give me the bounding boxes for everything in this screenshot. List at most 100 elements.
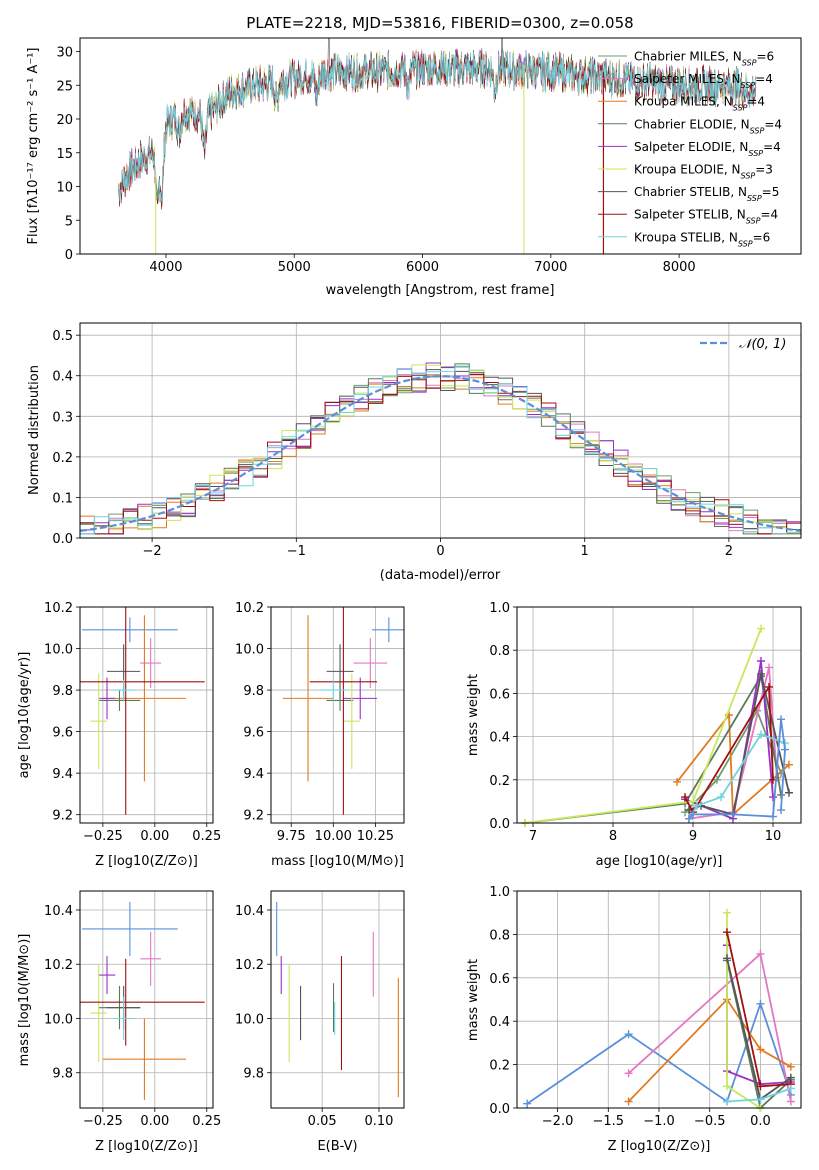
spectrum-ytick-label: 20: [56, 113, 73, 128]
mass-vs-age-ytick-label: 9.6: [243, 726, 264, 741]
ebv-vs-mass-ytick-label: 10.2: [235, 958, 264, 973]
spectrum-xlabel: wavelength [Angstrom, rest frame]: [326, 283, 555, 298]
residual-hist-xtick-label: 2: [725, 544, 733, 559]
z-vs-age-xtick-label: 0.25: [192, 829, 221, 844]
age-weights-point-marker: [769, 812, 777, 821]
spectrum-legend-label: Salpeter MILES, NSSP=4: [634, 72, 773, 90]
mass-vs-age-xlabel: mass [log10(M/M⊙)]: [271, 854, 404, 869]
normal-curve-line: [80, 375, 801, 532]
z-weights-point-marker: [756, 1045, 765, 1054]
mass-vs-age-xtick-label: 9.75: [277, 829, 306, 844]
spectrum-legend-label: Kroupa ELODIE, NSSP=3: [634, 163, 773, 181]
z-vs-age-ytick-label: 10.2: [44, 601, 73, 616]
z-weights-point-marker: [786, 1084, 795, 1093]
spectrum-frame: [79, 37, 802, 255]
z-weights-point-marker: [756, 1082, 765, 1091]
age-weights-point-marker: [785, 788, 793, 797]
residual-hist-step: [80, 366, 801, 535]
z-vs-mass-xtick-label: 0.00: [140, 1114, 169, 1129]
age-weights-point-marker: [757, 624, 765, 633]
residual-hist-xtick-label: 0: [436, 544, 444, 559]
ebv-vs-mass-ytick-label: 9.8: [243, 1067, 264, 1082]
z-weights-series-line: [726, 960, 792, 1108]
z-weights-point-marker: [756, 949, 765, 958]
z-vs-mass-xtick-label: 0.25: [192, 1114, 221, 1129]
z-vs-age-ytick-label: 9.6: [52, 726, 73, 741]
age-weights-point-marker: [673, 777, 681, 786]
age-weights-ytick-label: 0.4: [489, 731, 510, 746]
age-weights-point-marker: [757, 730, 765, 739]
residual-hist-ytick-label: 0.2: [52, 451, 73, 466]
residual-hist-ytick-label: 0.5: [52, 329, 73, 344]
z-weights-point-marker: [756, 1095, 765, 1104]
z-vs-mass-ytick-label: 9.8: [52, 1067, 73, 1082]
mass-vs-age-ytick-label: 10.2: [235, 601, 264, 616]
age-weights-point-marker: [765, 682, 773, 691]
mass-vs-age-xtick-label: 10.00: [315, 829, 352, 844]
z-weights-point-marker: [786, 1062, 795, 1071]
spectrum-ytick-label: 30: [56, 46, 73, 61]
z-vs-mass-ytick-label: 10.2: [44, 958, 73, 973]
age-weights-point-marker: [681, 793, 689, 802]
z-vs-age-ytick-label: 9.8: [52, 684, 73, 699]
z-weights-ytick-label: 0.8: [489, 928, 510, 943]
spectrum-legend-label: Salpeter STELIB, NSSP=4: [634, 208, 778, 226]
age-weights-point-marker: [769, 793, 777, 802]
spectrum-xtick-label: 4000: [149, 260, 182, 275]
age-weights-ytick-label: 0.0: [489, 817, 510, 832]
age-weights-ytick-label: 1.0: [489, 601, 510, 616]
age-weights-point-marker: [781, 745, 789, 754]
z-weights-point-marker: [722, 928, 731, 937]
spectrum-legend-label: Chabrier ELODIE, NSSP=4: [634, 117, 782, 135]
ebv-vs-mass-xtick-label: 0.10: [365, 1114, 394, 1129]
z-weights-point-marker: [722, 1082, 731, 1091]
z-weights-point-marker: [722, 908, 731, 917]
z-vs-age-ytick-label: 9.4: [52, 767, 73, 782]
spectrum-ytick-label: 5: [65, 214, 73, 229]
residual-hist-xtick-label: −2: [143, 544, 162, 559]
z-weights-xtick-label: −0.5: [694, 1114, 726, 1129]
spectrum-xtick-label: 6000: [406, 260, 439, 275]
z-weights-xtick-label: 0.0: [750, 1114, 771, 1129]
ebv-vs-mass-ytick-label: 10.4: [235, 904, 264, 919]
age-weights-xtick-label: 8: [609, 829, 617, 844]
age-weights-point-marker: [693, 801, 701, 810]
age-weights-ytick-label: 0.6: [489, 687, 510, 702]
spectrum-legend-label: Kroupa MILES, NSSP=4: [634, 95, 765, 113]
age-weights-series-line: [676, 712, 790, 817]
spectrum-series-line: [118, 50, 757, 203]
residual-xlabel: (data-model)/error: [380, 568, 501, 583]
age-weights-xlabel: age [log10(age/yr)]: [596, 854, 723, 869]
z-vs-mass-ylabel: mass [log10(M/M⊙)]: [17, 934, 32, 1067]
z-weights-xtick-label: −2.0: [542, 1114, 574, 1129]
age-weights-point-marker: [757, 669, 765, 678]
z-weights-ytick-label: 0.0: [489, 1102, 510, 1117]
age-weights-ytick-label: 0.2: [489, 774, 510, 789]
z-weights-ytick-label: 1.0: [489, 885, 510, 900]
spectrum-ytick-label: 0: [65, 248, 73, 263]
mass-vs-age-xtick-label: 10.25: [357, 829, 394, 844]
ebv-vs-mass-frame: [270, 890, 405, 1109]
mass-vs-age-ytick-label: 9.8: [243, 684, 264, 699]
age-weights-point-marker: [713, 775, 721, 784]
mass-vs-age-ytick-label: 9.2: [243, 809, 264, 824]
z-vs-age-ytick-label: 9.2: [52, 809, 73, 824]
residual-hist-frame: [79, 322, 802, 539]
z-vs-mass-frame: [79, 890, 214, 1109]
z-weights-point-marker: [624, 1069, 633, 1078]
ebv-vs-mass-ytick-label: 10.0: [235, 1012, 264, 1027]
age-weights-point-marker: [685, 814, 693, 823]
age-weights-point-marker: [777, 806, 785, 815]
age-weights-point-marker: [689, 810, 697, 819]
z-vs-mass-ytick-label: 10.0: [44, 1012, 73, 1027]
spectrum-legend-label: Chabrier STELIB, NSSP=5: [634, 185, 779, 203]
z-weights-point-marker: [756, 999, 765, 1008]
residual-ylabel: Normed distribution: [27, 365, 42, 495]
z-weights-ytick-label: 0.6: [489, 972, 510, 987]
z-weights-point-marker: [624, 1097, 633, 1106]
z-vs-mass-xlabel: Z [log10(Z/Z⊙)]: [95, 1139, 198, 1154]
ebv-vs-mass-xlabel: E(B-V): [317, 1139, 357, 1154]
residual-hist-ytick-label: 0.3: [52, 410, 73, 425]
z-vs-age-ylabel: age [log10(age/yr)]: [17, 652, 32, 779]
age-weights-point-marker: [689, 797, 697, 806]
